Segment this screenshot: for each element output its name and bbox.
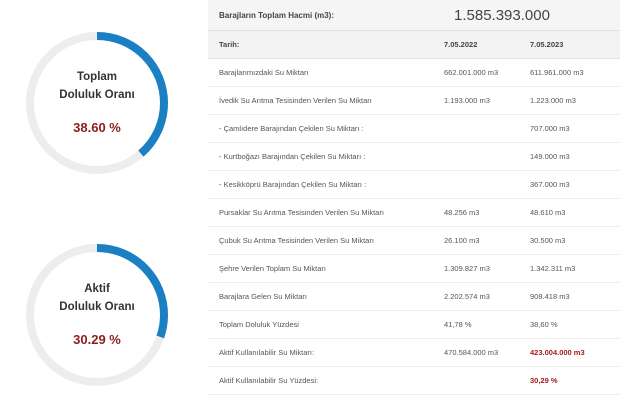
- row-value-b: 1.223.000 m3: [530, 96, 576, 105]
- active-fill-gauge: Aktif Doluluk Oranı 30.29 %: [22, 240, 172, 390]
- date-column-a: 7.05.2022: [444, 40, 478, 49]
- row-label: Aktif Kullanılabilir Su Yüzdesi:: [219, 376, 319, 385]
- row-label: Barajlarımızdaki Su Miktarı: [219, 68, 309, 77]
- row-value-b: 149.000 m3: [530, 152, 570, 161]
- gauge-progress-arc: [26, 32, 168, 174]
- table-row: Aktif Kullanılabilir Su Miktarı: 470.584.…: [208, 339, 620, 367]
- row-value-a: 41,78 %: [444, 320, 472, 329]
- row-value-b: 1.342.311 m3: [530, 264, 576, 273]
- table-row: Aktif Kullanılabilir Su Yüzdesi: 30,29 %: [208, 367, 620, 395]
- table-row: Pursaklar Su Arıtma Tesisinden Verilen S…: [208, 199, 620, 227]
- total-volume-row: Barajların Toplam Hacmi (m3): 1.585.393.…: [208, 0, 620, 31]
- row-label: Pursaklar Su Arıtma Tesisinden Verilen S…: [219, 208, 384, 217]
- row-value-b: 48.610 m3: [530, 208, 566, 217]
- table-row: - Çamlıdere Barajından Çekilen Su Miktar…: [208, 115, 620, 143]
- total-fill-ring: [26, 32, 168, 174]
- row-value-a: 470.584.000 m3: [444, 348, 499, 357]
- date-header-row: Tarih: 7.05.2022 7.05.2023: [208, 31, 620, 59]
- row-label: Toplam Doluluk Yüzdesi: [219, 320, 299, 329]
- row-value-b: 908.418 m3: [530, 292, 570, 301]
- row-value-a: 2.202.574 m3: [444, 292, 490, 301]
- row-value-b: 30.500 m3: [530, 236, 566, 245]
- row-label: Çubuk Su Arıtma Tesisinden Verilen Su Mi…: [219, 236, 374, 245]
- row-value-a: 26.100 m3: [444, 236, 480, 245]
- total-fill-gauge: Toplam Doluluk Oranı 38.60 %: [22, 28, 172, 178]
- row-value-a: 1.309.827 m3: [444, 264, 490, 273]
- row-value-a: 662.001.000 m3: [444, 68, 499, 77]
- row-value-a: 1.193.000 m3: [444, 96, 490, 105]
- row-label: Barajlara Gelen Su Miktarı: [219, 292, 307, 301]
- table-row: Şehre Verilen Toplam Su Miktarı 1.309.827…: [208, 255, 620, 283]
- row-value-b: 30,29 %: [530, 376, 558, 385]
- row-label: Aktif Kullanılabilir Su Miktarı:: [219, 348, 315, 357]
- row-value-b: 38,60 %: [530, 320, 558, 329]
- gauge-value: 38.60 %: [73, 120, 121, 135]
- row-label: - Çamlıdere Barajından Çekilen Su Miktar…: [219, 124, 364, 133]
- date-label: Tarih:: [219, 40, 240, 49]
- gauge-label-line1: Aktif: [84, 283, 110, 295]
- row-label: Şehre Verilen Toplam Su Miktarı: [219, 264, 326, 273]
- gauge-progress-arc: [26, 244, 168, 386]
- date-column-b: 7.05.2023: [530, 40, 564, 49]
- gauge-label-line2: Doluluk Oranı: [59, 89, 135, 101]
- table-row: - Kesikköprü Barajından Çekilen Su Mikta…: [208, 171, 620, 199]
- row-label: İvedik Su Arıtma Tesisinden Verilen Su M…: [219, 96, 372, 105]
- table-row: Toplam Doluluk Yüzdesi 41,78 % 38,60 %: [208, 311, 620, 339]
- table-row: - Kurtboğazı Barajından Çekilen Su Mikta…: [208, 143, 620, 171]
- dam-statistics-table: Barajların Toplam Hacmi (m3): 1.585.393.…: [208, 0, 620, 395]
- table-body: Barajlarımızdaki Su Miktarı 662.001.000 m…: [208, 59, 620, 395]
- table-row: Çubuk Su Arıtma Tesisinden Verilen Su Mi…: [208, 227, 620, 255]
- active-fill-ring: [26, 244, 168, 386]
- table-row: Barajlara Gelen Su Miktarı 2.202.574 m3 90…: [208, 283, 620, 311]
- gauge-value: 30.29 %: [73, 332, 121, 347]
- row-value-b: 423.004.000 m3: [530, 348, 585, 357]
- gauge-label-line2: Doluluk Oranı: [59, 301, 135, 313]
- total-volume-value: 1.585.393.000: [454, 6, 550, 24]
- row-value-b: 707.000 m3: [530, 124, 570, 133]
- row-value-b: 611.961.000 m3: [530, 68, 584, 77]
- table-row: İvedik Su Arıtma Tesisinden Verilen Su M…: [208, 87, 620, 115]
- row-value-b: 367.000 m3: [530, 180, 570, 189]
- table-row: Barajlarımızdaki Su Miktarı 662.001.000 m…: [208, 59, 620, 87]
- row-label: - Kurtboğazı Barajından Çekilen Su Mikta…: [219, 152, 366, 161]
- total-volume-label: Barajların Toplam Hacmi (m3):: [219, 10, 334, 20]
- row-value-a: 48.256 m3: [444, 208, 480, 217]
- row-label: - Kesikköprü Barajından Çekilen Su Mikta…: [219, 180, 367, 189]
- gauge-label-line1: Toplam: [76, 71, 118, 83]
